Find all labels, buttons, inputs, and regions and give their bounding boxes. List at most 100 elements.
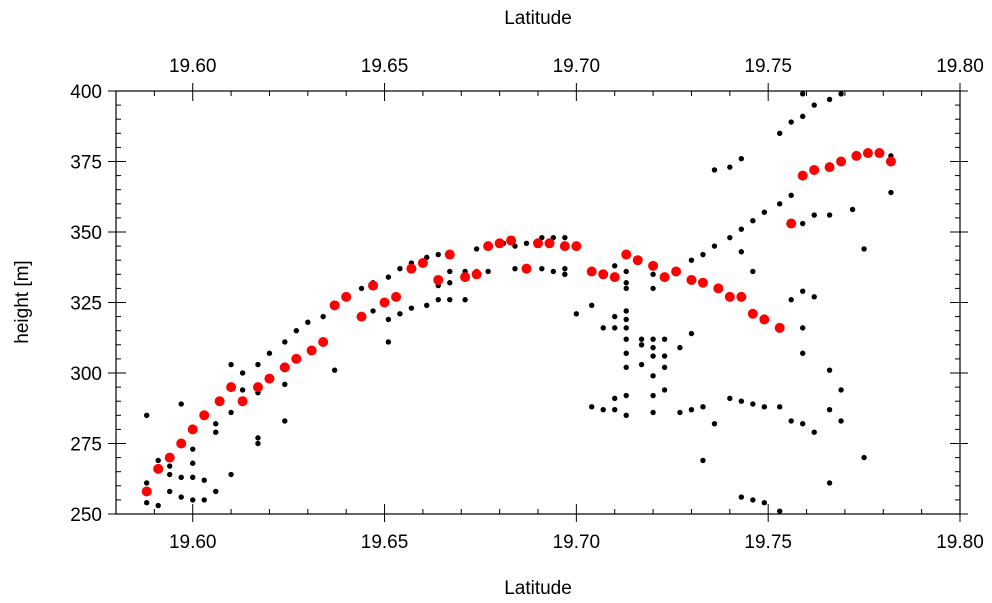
red-data-point — [774, 322, 785, 333]
black-data-point — [190, 474, 196, 481]
black-data-point — [800, 421, 806, 427]
black-data-point — [201, 477, 207, 483]
black-data-point — [447, 280, 453, 286]
black-data-point — [738, 155, 745, 162]
black-data-point — [473, 246, 480, 252]
black-data-point — [727, 164, 733, 170]
red-data-point — [368, 280, 379, 291]
red-data-point — [544, 238, 555, 249]
black-data-point — [623, 412, 629, 418]
black-data-point — [776, 508, 783, 514]
red-data-point — [559, 241, 570, 252]
black-data-point — [266, 350, 273, 356]
black-data-point — [320, 313, 326, 320]
black-data-point — [623, 280, 629, 286]
black-data-point — [600, 325, 606, 331]
black-data-point — [550, 268, 557, 275]
black-data-point — [143, 412, 150, 418]
black-data-point — [638, 361, 645, 368]
black-data-point — [282, 381, 288, 387]
red-data-point — [874, 148, 885, 159]
red-data-point — [291, 353, 302, 364]
red-data-point — [483, 241, 494, 252]
black-data-point — [178, 494, 184, 500]
black-data-point — [800, 288, 806, 294]
black-data-point — [143, 480, 150, 486]
red-data-point — [506, 235, 517, 246]
black-data-point — [612, 406, 618, 413]
black-data-point — [623, 364, 629, 371]
black-data-point — [761, 500, 768, 506]
black-data-point — [228, 361, 234, 368]
black-data-point — [623, 285, 629, 292]
black-data-point — [589, 404, 595, 410]
x-tick-label-top: 19.80 — [936, 56, 984, 77]
red-data-point — [341, 291, 352, 302]
x-tick-label-top: 19.75 — [744, 56, 792, 77]
black-data-point — [623, 316, 629, 323]
black-data-point — [861, 246, 867, 252]
red-data-point — [809, 164, 820, 175]
red-data-point — [318, 336, 329, 347]
black-data-point — [239, 370, 246, 376]
black-data-point — [650, 373, 656, 379]
x-tick-label-top: 19.70 — [553, 56, 601, 77]
black-data-point — [358, 285, 365, 292]
red-data-point — [621, 249, 632, 260]
red-data-point — [252, 382, 263, 393]
black-data-point — [255, 440, 261, 447]
black-data-point — [838, 387, 844, 393]
black-data-point — [677, 344, 683, 351]
black-data-point — [190, 460, 196, 466]
black-data-point — [738, 494, 745, 500]
black-data-point — [397, 311, 403, 317]
black-data-point — [650, 353, 656, 359]
x-tick-labels-bottom: 19.60 19.65 19.70 19.75 19.80 — [169, 532, 984, 553]
y-tick-label: 300 — [70, 364, 102, 385]
black-data-point — [282, 339, 288, 345]
black-data-point — [711, 421, 718, 427]
x-tick-label-top: 19.60 — [169, 56, 217, 77]
red-data-point — [671, 266, 682, 277]
black-data-point — [888, 189, 894, 196]
red-data-point — [494, 238, 505, 249]
red-data-point — [533, 238, 543, 249]
red-data-point — [747, 308, 758, 319]
black-data-point — [838, 91, 844, 97]
black-data-point — [750, 218, 756, 224]
red-data-point — [356, 311, 367, 322]
black-data-point — [700, 251, 706, 258]
black-data-point — [331, 367, 338, 373]
plot-border — [115, 90, 961, 515]
black-data-point — [811, 212, 817, 218]
black-data-point — [143, 500, 150, 506]
black-data-point — [661, 353, 668, 359]
black-data-point — [282, 418, 288, 424]
black-data-point — [688, 257, 695, 263]
plot-frame — [115, 90, 961, 515]
black-data-point — [826, 367, 833, 373]
black-data-point — [255, 435, 261, 441]
black-data-point — [370, 308, 376, 314]
black-data-point — [228, 409, 234, 416]
black-data-point — [700, 457, 706, 464]
black-data-point — [738, 398, 745, 404]
red-data-point — [862, 148, 873, 159]
black-data-point — [761, 404, 768, 410]
red-data-point — [214, 396, 225, 407]
black-data-point — [612, 263, 618, 269]
black-data-point — [811, 102, 817, 108]
black-data-point — [661, 387, 668, 393]
black-data-point — [408, 305, 415, 311]
black-data-point — [612, 325, 618, 331]
black-data-point — [512, 265, 518, 272]
x-tick-label: 19.65 — [361, 532, 409, 553]
black-data-point — [623, 336, 629, 342]
black-data-point — [178, 401, 184, 407]
black-data-point — [201, 497, 207, 503]
red-data-point — [851, 150, 862, 161]
red-data-point — [586, 266, 597, 277]
black-data-point — [826, 212, 833, 218]
black-data-point — [397, 265, 403, 272]
